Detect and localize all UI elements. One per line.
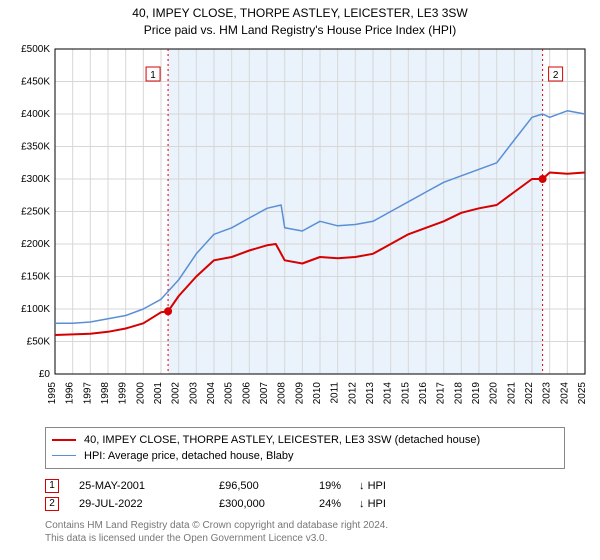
- legend-row-hpi: HPI: Average price, detached house, Blab…: [52, 448, 558, 464]
- marker-price-2: £300,000: [219, 498, 319, 510]
- svg-text:2018: 2018: [453, 381, 464, 404]
- marker-row-1: 1 25-MAY-2001 £96,500 19% ↓ HPI: [45, 477, 565, 495]
- svg-text:2012: 2012: [347, 381, 358, 404]
- svg-text:2020: 2020: [489, 381, 500, 404]
- svg-text:2017: 2017: [436, 381, 447, 404]
- svg-text:2021: 2021: [506, 381, 517, 404]
- footer-line-1: Contains HM Land Registry data © Crown c…: [45, 519, 565, 532]
- svg-text:2019: 2019: [471, 381, 482, 404]
- svg-text:2005: 2005: [224, 381, 235, 404]
- price-chart: £0 £50K £100K £150K £200K £250K £300K £350K £400…: [10, 44, 590, 419]
- svg-text:2025: 2025: [577, 381, 588, 404]
- svg-text:2022: 2022: [524, 381, 535, 404]
- svg-text:£100K: £100K: [21, 304, 50, 315]
- chart-legend: 40, IMPEY CLOSE, THORPE ASTLEY, LEICESTE…: [45, 427, 565, 469]
- svg-text:2001: 2001: [153, 381, 164, 404]
- marker-date-2: 29-JUL-2022: [79, 498, 219, 510]
- svg-text:£500K: £500K: [21, 44, 50, 55]
- svg-text:2024: 2024: [559, 381, 570, 404]
- marker-date-1: 25-MAY-2001: [79, 480, 219, 492]
- svg-text:1996: 1996: [65, 381, 76, 404]
- marker-badge-1: 1: [45, 479, 59, 493]
- svg-text:2011: 2011: [330, 381, 341, 403]
- svg-text:2008: 2008: [277, 381, 288, 404]
- svg-text:2007: 2007: [259, 381, 270, 404]
- marker-vs-1: HPI: [368, 480, 386, 492]
- svg-text:1995: 1995: [47, 381, 58, 404]
- svg-text:2014: 2014: [383, 381, 394, 404]
- legend-row-price-paid: 40, IMPEY CLOSE, THORPE ASTLEY, LEICESTE…: [52, 432, 558, 448]
- svg-text:2015: 2015: [400, 381, 411, 404]
- svg-text:2000: 2000: [135, 381, 146, 404]
- chart-title: 40, IMPEY CLOSE, THORPE ASTLEY, LEICESTE…: [10, 5, 590, 22]
- svg-text:£250K: £250K: [21, 206, 50, 217]
- svg-text:2004: 2004: [206, 381, 217, 404]
- chart-titles: 40, IMPEY CLOSE, THORPE ASTLEY, LEICESTE…: [10, 5, 590, 39]
- svg-text:2: 2: [553, 70, 559, 81]
- svg-text:£50K: £50K: [27, 336, 51, 347]
- chart-svg: £0 £50K £100K £150K £200K £250K £300K £350K £400…: [10, 44, 590, 419]
- legend-label-price-paid: 40, IMPEY CLOSE, THORPE ASTLEY, LEICESTE…: [84, 434, 480, 446]
- svg-text:£150K: £150K: [21, 271, 50, 282]
- marker-price-1: £96,500: [219, 480, 319, 492]
- legend-swatch-price-paid: [52, 439, 76, 441]
- footer-line-2: This data is licensed under the Open Gov…: [45, 532, 565, 545]
- marker-badge-2: 2: [45, 497, 59, 511]
- svg-text:1999: 1999: [118, 381, 129, 404]
- svg-text:1: 1: [150, 70, 156, 81]
- svg-text:£400K: £400K: [21, 109, 50, 120]
- chart-subtitle: Price paid vs. HM Land Registry's House …: [10, 22, 590, 39]
- svg-text:1998: 1998: [100, 381, 111, 404]
- marker-arrow-2: ↓: [359, 498, 365, 510]
- svg-text:£450K: £450K: [21, 76, 50, 87]
- svg-text:2003: 2003: [188, 381, 199, 404]
- marker-pct-1: 19%: [319, 480, 359, 492]
- svg-text:£200K: £200K: [21, 239, 50, 250]
- marker-row-2: 2 29-JUL-2022 £300,000 24% ↓ HPI: [45, 495, 565, 513]
- legend-swatch-hpi: [52, 455, 76, 456]
- svg-text:2010: 2010: [312, 381, 323, 404]
- svg-text:£0: £0: [39, 369, 51, 380]
- marker-arrow-1: ↓: [359, 480, 365, 492]
- marker-vs-2: HPI: [368, 498, 386, 510]
- legend-label-hpi: HPI: Average price, detached house, Blab…: [84, 450, 294, 462]
- svg-text:£300K: £300K: [21, 174, 50, 185]
- svg-text:1997: 1997: [82, 381, 93, 404]
- marker-table: 1 25-MAY-2001 £96,500 19% ↓ HPI 2 29-JUL…: [45, 477, 565, 513]
- svg-text:2023: 2023: [542, 381, 553, 404]
- chart-footer: Contains HM Land Registry data © Crown c…: [45, 519, 565, 545]
- svg-text:2006: 2006: [241, 381, 252, 404]
- svg-text:2016: 2016: [418, 381, 429, 404]
- svg-text:2013: 2013: [365, 381, 376, 404]
- svg-text:2002: 2002: [171, 381, 182, 404]
- svg-text:£350K: £350K: [21, 141, 50, 152]
- svg-text:2009: 2009: [294, 381, 305, 404]
- marker-pct-2: 24%: [319, 498, 359, 510]
